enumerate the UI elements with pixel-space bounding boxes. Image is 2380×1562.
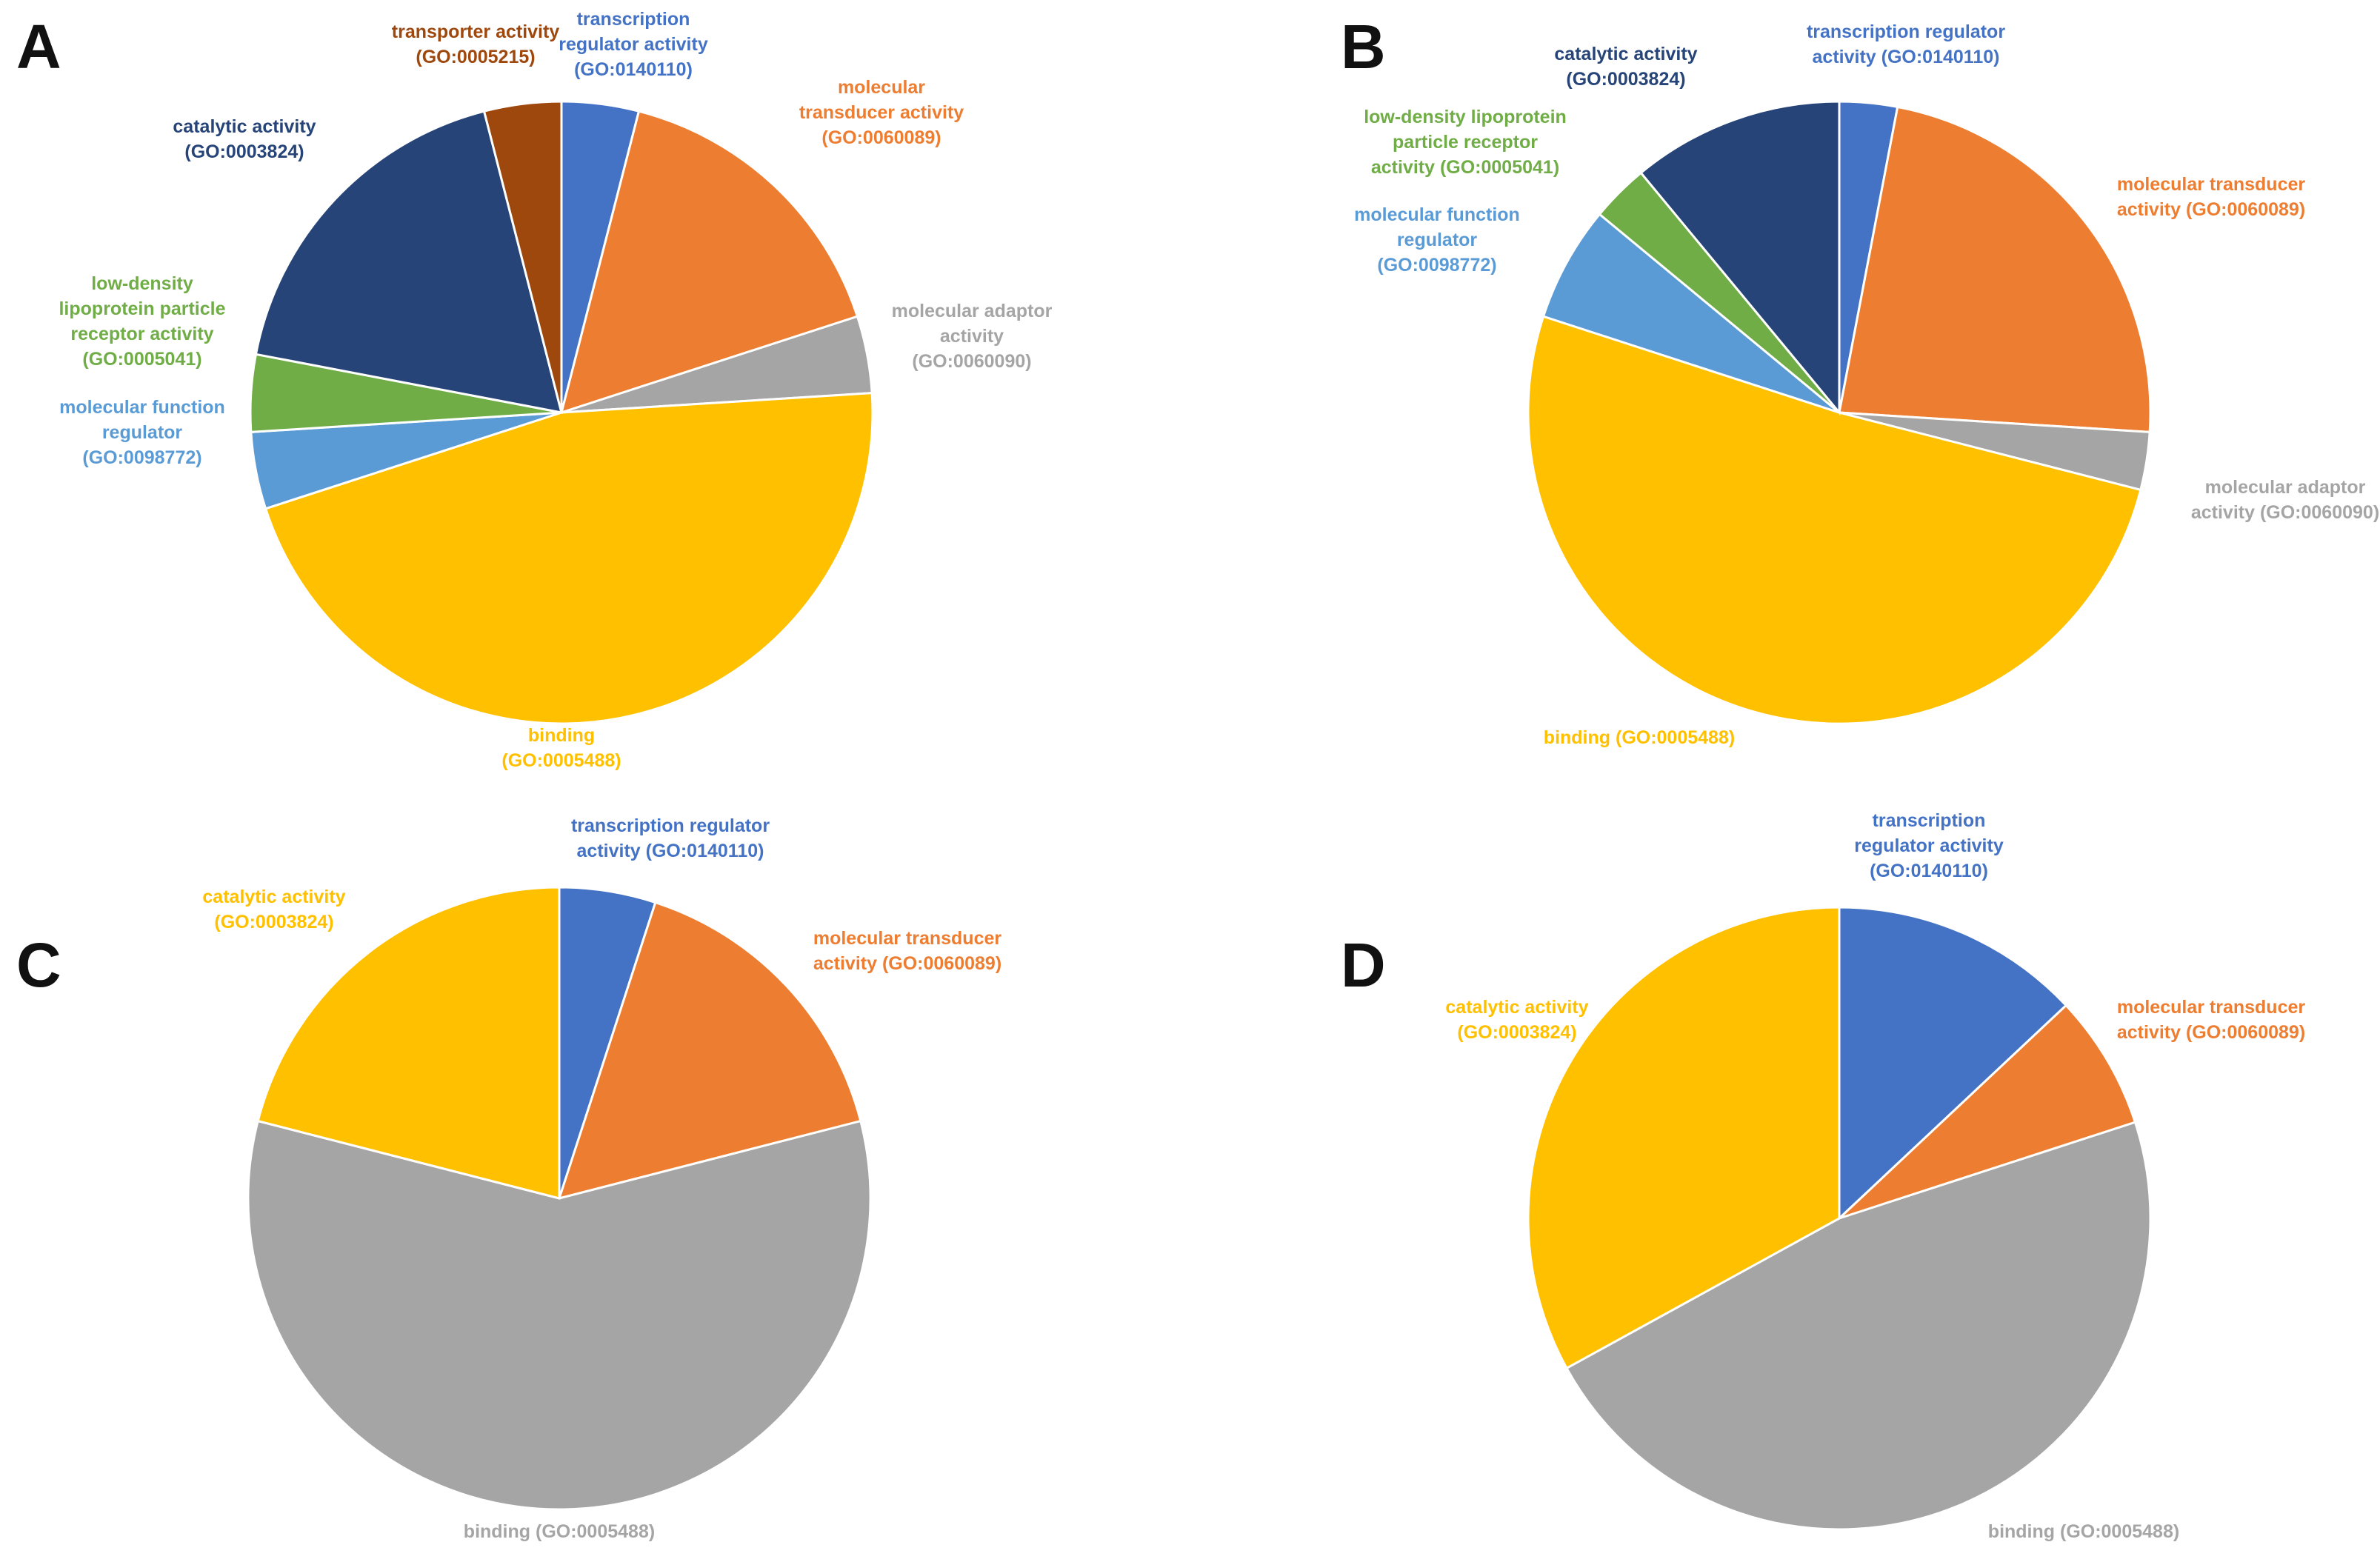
slice-label-b-mta: molecular transducer activity (GO:0060089… bbox=[2117, 174, 2306, 220]
slice-label-line: regulator bbox=[1397, 230, 1478, 250]
slice-label-line: molecular function bbox=[1354, 204, 1520, 225]
pie-slice-a-cat bbox=[254, 110, 564, 414]
slice-label-line: activity (GO:0140110) bbox=[1813, 47, 2000, 67]
slice-label-line: (GO:0003824) bbox=[1457, 1022, 1576, 1043]
slice-label-line: (GO:0098772) bbox=[1377, 255, 1496, 276]
slice-label-a-cat: catalytic activity (GO:0003824) bbox=[173, 116, 316, 162]
panel-letter-d: D bbox=[1341, 930, 1386, 1000]
slice-label-line: (GO:0060090) bbox=[912, 351, 1031, 372]
slice-label-line: molecular adaptor bbox=[2205, 477, 2366, 498]
slice-label-d-bind: binding (GO:0005488) bbox=[1988, 1521, 2179, 1542]
slice-label-c-mta: molecular transducer activity (GO:0060089… bbox=[813, 928, 1002, 974]
slice-label-line: molecular bbox=[838, 77, 925, 98]
slice-label-line: (GO:0005215) bbox=[416, 47, 535, 67]
slice-label-line: (GO:0060089) bbox=[821, 127, 941, 148]
slice-label-line: (GO:0140110) bbox=[574, 59, 693, 80]
slice-label-line: molecular transducer bbox=[2117, 997, 2306, 1018]
slice-label-d-mta: molecular transducer activity (GO:0060089… bbox=[2117, 997, 2306, 1043]
pie-slice-b-cat bbox=[1639, 100, 1841, 416]
panel-letter-c: C bbox=[16, 930, 61, 1000]
slice-label-line: molecular adaptor bbox=[892, 301, 1053, 321]
panel-letter-b: B bbox=[1341, 12, 1386, 81]
pie-slice-d-tra bbox=[1838, 906, 2068, 1221]
pie-slice-d-bind bbox=[1564, 1121, 2152, 1531]
slice-label-line: binding (GO:0005488) bbox=[1544, 727, 1735, 748]
pie-slice-d-cat bbox=[1527, 906, 1841, 1370]
slice-label-line: (GO:0140110) bbox=[1870, 861, 1988, 881]
slice-label-line: activity (GO:0060090) bbox=[2191, 502, 2379, 523]
slice-label-line: binding (GO:0005488) bbox=[1988, 1521, 2179, 1542]
slice-label-c-tra: transcription regulator activity (GO:0140… bbox=[571, 815, 770, 861]
pie-slice-b-mta bbox=[1838, 105, 2152, 433]
slice-label-line: (GO:0003824) bbox=[1566, 69, 1685, 90]
slice-label-c-cat: catalytic activity (GO:0003824) bbox=[202, 887, 345, 932]
slice-label-a-trans: transporter activity (GO:0005215) bbox=[392, 21, 560, 67]
slice-label-line: low-density lipoprotein bbox=[1364, 107, 1567, 127]
slice-label-a-maa: molecular adaptor activity (GO:0060090) bbox=[892, 301, 1053, 372]
slice-label-line: transcription bbox=[1873, 810, 1986, 831]
slice-label-line: transporter activity bbox=[392, 21, 560, 42]
slice-label-line: transducer activity bbox=[799, 102, 964, 123]
slice-label-a-ldl: low-density lipoprotein particle receptor … bbox=[59, 273, 225, 370]
slice-label-line: activity (GO:0060089) bbox=[2117, 1022, 2305, 1043]
slice-label-line: activity (GO:0140110) bbox=[577, 841, 764, 861]
slice-label-a-bind: binding (GO:0005488) bbox=[501, 725, 621, 771]
slice-label-line: activity (GO:0060089) bbox=[813, 953, 1001, 974]
pie-slice-c-bind bbox=[247, 1119, 872, 1511]
pie-slice-a-trans bbox=[482, 100, 563, 413]
panel-letter-a: A bbox=[16, 12, 61, 81]
pie-slice-a-mta bbox=[559, 110, 859, 415]
slice-label-line: activity bbox=[940, 326, 1004, 347]
slice-label-b-bind: binding (GO:0005488) bbox=[1544, 727, 1735, 748]
slice-label-a-mfr: molecular function regulator (GO:0098772) bbox=[59, 397, 225, 468]
slice-label-line: particle receptor bbox=[1393, 132, 1538, 153]
pie-slice-b-mfr bbox=[1541, 213, 1840, 414]
slice-label-line: lipoprotein particle bbox=[59, 298, 225, 319]
slice-label-line: (GO:0005041) bbox=[82, 349, 201, 370]
slice-label-b-cat: catalytic activity (GO:0003824) bbox=[1554, 44, 1697, 90]
slice-label-b-tra: transcription regulator activity (GO:0140… bbox=[1807, 21, 2005, 67]
slice-label-line: transcription regulator bbox=[1807, 21, 2005, 42]
slice-label-line: catalytic activity bbox=[202, 887, 345, 907]
slice-label-line: low-density bbox=[91, 273, 193, 294]
slice-label-line: transcription bbox=[577, 9, 690, 30]
slice-label-d-tra: transcription regulator activity (GO:01401… bbox=[1854, 810, 2004, 881]
pie-slice-c-cat bbox=[256, 886, 561, 1200]
slice-label-line: binding bbox=[528, 725, 595, 746]
slice-label-line: catalytic activity bbox=[173, 116, 316, 137]
slice-label-a-mta: molecular transducer activity (GO:0060089) bbox=[799, 77, 964, 148]
slice-label-line: (GO:0003824) bbox=[184, 141, 304, 162]
slice-label-line: regulator bbox=[102, 422, 183, 443]
slice-label-line: binding (GO:0005488) bbox=[464, 1521, 655, 1542]
slice-label-b-maa: molecular adaptor activity (GO:0060090) bbox=[2191, 477, 2379, 523]
slice-label-line: molecular transducer bbox=[2117, 174, 2306, 195]
pie-slice-c-mta bbox=[557, 901, 862, 1201]
slice-label-c-bind: binding (GO:0005488) bbox=[464, 1521, 655, 1542]
slice-label-b-ldl: low-density lipoprotein particle receptor… bbox=[1364, 107, 1567, 178]
pie-slice-b-bind bbox=[1527, 315, 2142, 725]
pie-slice-d-mta bbox=[1838, 1004, 2137, 1220]
slice-label-line: (GO:0098772) bbox=[82, 447, 201, 468]
slice-label-line: molecular transducer bbox=[813, 928, 1002, 949]
slice-label-line: regulator activity bbox=[559, 34, 708, 55]
slice-label-line: catalytic activity bbox=[1445, 997, 1588, 1018]
slice-label-line: (GO:0003824) bbox=[214, 912, 333, 932]
slice-label-line: regulator activity bbox=[1854, 835, 2004, 856]
slice-label-line: activity (GO:0005041) bbox=[1371, 157, 1559, 178]
pie-slice-a-bind bbox=[264, 392, 874, 725]
slice-label-line: molecular function bbox=[59, 397, 225, 418]
slice-label-line: transcription regulator bbox=[571, 815, 770, 836]
slice-label-b-mfr: molecular function regulator (GO:0098772) bbox=[1354, 204, 1520, 276]
slice-label-line: catalytic activity bbox=[1554, 44, 1697, 64]
slice-label-d-cat: catalytic activity (GO:0003824) bbox=[1445, 997, 1588, 1043]
slice-label-line: (GO:0005488) bbox=[501, 750, 621, 771]
slice-label-a-tra: transcription regulator activity (GO:01401… bbox=[559, 9, 708, 80]
slice-label-line: receptor activity bbox=[70, 324, 213, 344]
slice-label-line: activity (GO:0060089) bbox=[2117, 199, 2305, 220]
